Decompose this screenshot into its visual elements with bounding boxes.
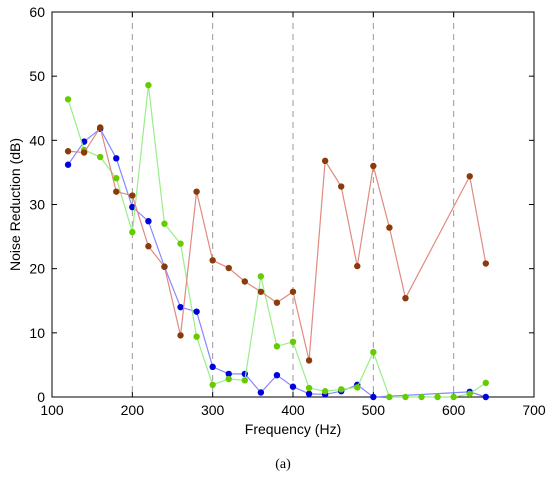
y-tick-label: 60 bbox=[29, 4, 45, 20]
data-point bbox=[273, 299, 281, 306]
y-tick-label: 10 bbox=[29, 325, 45, 341]
data-point bbox=[482, 393, 489, 401]
data-point bbox=[370, 162, 377, 170]
axis-ticks: 100 200 300 400 500 600 700 0 10 20 30 40 50 60 bbox=[29, 4, 545, 418]
y-axis-title: Noise Reduction (dB) bbox=[7, 138, 23, 271]
y-tick-label: 50 bbox=[29, 68, 45, 84]
data-point bbox=[209, 257, 216, 264]
data-point bbox=[177, 303, 184, 311]
data-point bbox=[161, 263, 168, 270]
data-point bbox=[402, 393, 409, 401]
data-point bbox=[450, 393, 457, 401]
data-point bbox=[257, 389, 265, 396]
x-tick-label: 100 bbox=[40, 402, 64, 418]
data-point bbox=[321, 388, 329, 395]
data-point bbox=[354, 262, 361, 270]
data-point bbox=[193, 308, 200, 315]
data-point bbox=[177, 240, 184, 247]
data-point bbox=[177, 332, 184, 339]
data-point bbox=[129, 192, 136, 199]
data-point bbox=[209, 363, 216, 371]
data-point bbox=[145, 81, 152, 89]
series-line bbox=[67, 127, 486, 398]
data-point bbox=[145, 243, 152, 250]
data-point bbox=[321, 157, 329, 165]
x-tick-label: 500 bbox=[362, 402, 386, 418]
data-point bbox=[193, 333, 200, 340]
x-axis-title: Frequency (Hz) bbox=[245, 421, 341, 437]
series-3 bbox=[64, 124, 489, 364]
data-point bbox=[129, 203, 136, 211]
data-point bbox=[257, 288, 265, 295]
data-point bbox=[64, 148, 72, 155]
y-tick-label: 0 bbox=[37, 389, 45, 405]
data-point bbox=[145, 217, 152, 225]
x-tick-label: 200 bbox=[121, 402, 145, 418]
data-point bbox=[241, 377, 248, 384]
data-point bbox=[225, 370, 232, 378]
data-point bbox=[466, 173, 473, 180]
data-point bbox=[289, 288, 297, 295]
series-line bbox=[68, 126, 487, 361]
data-point bbox=[113, 155, 120, 162]
data-point bbox=[241, 278, 248, 285]
figure-caption: (a) bbox=[275, 457, 291, 472]
data-point bbox=[386, 224, 393, 231]
data-point bbox=[338, 183, 345, 190]
data-point bbox=[354, 384, 361, 391]
data-point bbox=[386, 393, 393, 401]
data-point bbox=[161, 220, 168, 227]
data-point bbox=[225, 375, 232, 383]
data-point bbox=[64, 96, 72, 103]
x-tick-label: 300 bbox=[201, 402, 225, 418]
data-point bbox=[305, 390, 313, 397]
data-point bbox=[289, 383, 297, 390]
x-tick-label: 600 bbox=[442, 402, 466, 418]
data-point bbox=[289, 338, 297, 346]
data-point bbox=[305, 384, 313, 392]
series-2 bbox=[64, 81, 489, 401]
data-point bbox=[338, 386, 345, 393]
data-point bbox=[193, 188, 200, 195]
data-point bbox=[305, 357, 313, 364]
data-point bbox=[482, 260, 489, 267]
data-point bbox=[482, 379, 489, 387]
series-1 bbox=[64, 125, 489, 401]
data-point bbox=[434, 393, 441, 401]
data-point bbox=[466, 390, 473, 397]
data-point bbox=[97, 153, 104, 161]
series-layer bbox=[64, 81, 489, 401]
y-tick-label: 40 bbox=[29, 132, 45, 148]
data-point bbox=[418, 393, 425, 401]
y-tick-label: 30 bbox=[29, 197, 45, 213]
data-point bbox=[257, 273, 265, 280]
data-point bbox=[241, 370, 248, 378]
data-point bbox=[370, 348, 377, 356]
data-point bbox=[129, 228, 136, 236]
series-line bbox=[67, 85, 487, 398]
data-point bbox=[370, 393, 377, 401]
data-point bbox=[273, 343, 281, 350]
x-tick-label: 700 bbox=[522, 402, 546, 418]
data-point bbox=[113, 174, 120, 182]
data-point bbox=[113, 188, 120, 195]
data-point bbox=[80, 149, 88, 156]
data-point bbox=[225, 264, 232, 272]
data-point bbox=[64, 161, 72, 168]
data-point bbox=[209, 381, 216, 389]
data-point bbox=[97, 124, 104, 131]
data-point bbox=[402, 294, 409, 302]
data-point bbox=[273, 371, 281, 379]
x-tick-label: 400 bbox=[281, 402, 305, 418]
y-tick-label: 20 bbox=[29, 261, 45, 277]
